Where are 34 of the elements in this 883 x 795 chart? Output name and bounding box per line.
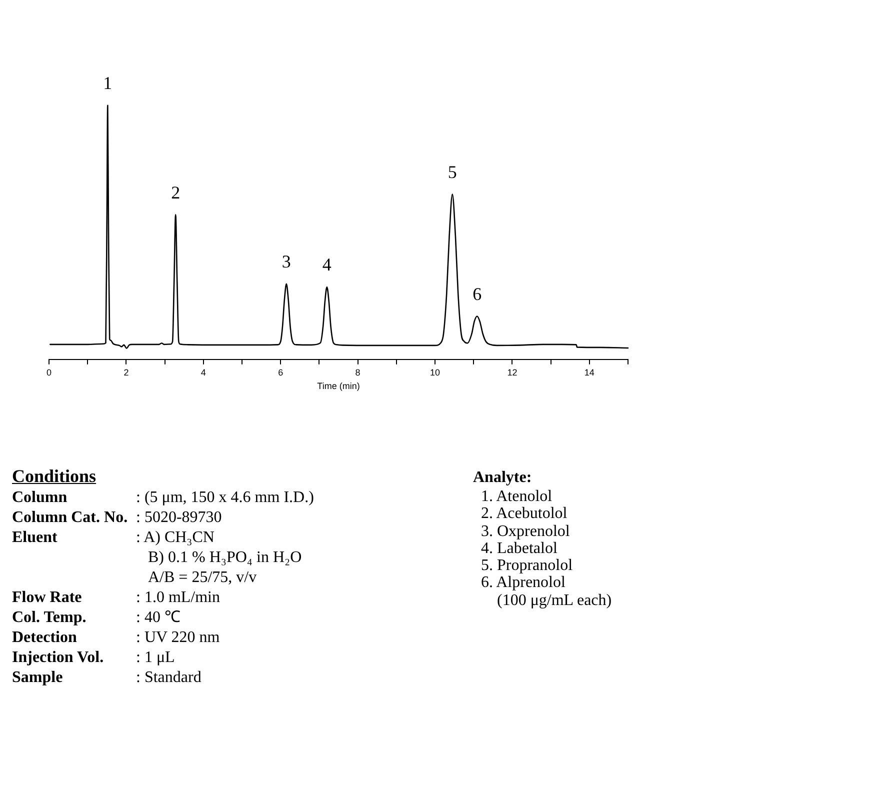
x-tick-label: 10 [430, 367, 440, 378]
text: A/B = 25/75, v/v [147, 568, 258, 588]
annotation: 5 [448, 162, 457, 182]
text: B) 0.1 % H₃PO₄ in H₂O [147, 548, 303, 568]
x-tick-label: 6 [278, 367, 284, 378]
annotation: 6 [472, 284, 482, 304]
x-tick-label: 0 [46, 367, 52, 378]
annotation: 1 [103, 73, 112, 94]
text: Injection Vol. : 1 μL [12, 649, 175, 666]
text: Column : (5 μm, 150 x 4.6 mm I.D.) [12, 489, 314, 506]
x-tick-label: 8 [355, 367, 360, 378]
x-tick-label: 14 [584, 367, 594, 378]
annotation: 2 [171, 182, 180, 202]
annotation: 3 [282, 252, 291, 272]
x-tick-label: 12 [507, 367, 518, 378]
text: 4. Labetalol [480, 540, 558, 558]
text: Conditions [12, 465, 96, 488]
x-axis-title: Time (min) [317, 381, 360, 392]
text: (100 μg/mL each) [496, 592, 612, 610]
text: Sample : Standard [12, 669, 202, 686]
text: 5. Propranolol [480, 557, 574, 574]
text: Column Cat. No. : 5020-89730 [12, 508, 222, 528]
x-tick-label: 4 [200, 367, 206, 378]
text: Detection : UV 220 nm [12, 629, 220, 646]
text: 2. Acebutolol [480, 505, 568, 523]
text: Analyte: [473, 468, 533, 488]
annotation: 4 [322, 254, 332, 275]
text: Col. Temp. : 40 ℃ [12, 609, 180, 626]
text: Flow Rate : 1.0 mL/min [12, 589, 220, 606]
text: 1. Atenolol [480, 488, 554, 506]
x-tick-label: 2 [124, 367, 129, 378]
text: 3. Oxprenolol [480, 522, 571, 540]
text: 6. Alprenolol [480, 574, 566, 592]
text: Eluent : A) CH₃CN [12, 529, 214, 546]
